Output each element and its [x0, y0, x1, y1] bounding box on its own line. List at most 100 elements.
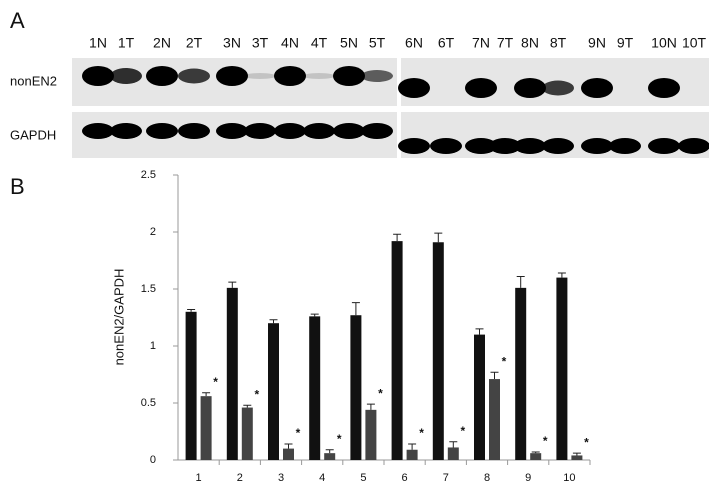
band [303, 73, 335, 79]
band [146, 66, 178, 86]
band [333, 66, 365, 86]
significance: * [254, 387, 259, 401]
x-tick-label: 6 [402, 472, 408, 484]
y-tick-label: 2 [150, 226, 156, 238]
error-bar [228, 282, 236, 288]
band [178, 123, 210, 139]
band [581, 78, 613, 98]
bar [283, 449, 294, 460]
lane-label: 4N [281, 35, 299, 51]
row-label: GAPDH [10, 127, 56, 142]
bar [515, 288, 526, 460]
band [110, 68, 142, 84]
y-tick-label: 1 [150, 340, 156, 352]
lane-label: 4T [311, 35, 328, 51]
lane-label: 5T [369, 35, 386, 51]
x-tick-label: 10 [563, 472, 575, 484]
band [398, 78, 430, 98]
bar [268, 323, 279, 460]
bar [324, 453, 335, 460]
band [398, 138, 430, 154]
error-bar [532, 452, 540, 453]
bar [350, 315, 361, 460]
lane-label: 3N [223, 35, 241, 51]
x-tick-label: 8 [484, 472, 490, 484]
error-bar [476, 329, 484, 335]
bar [242, 408, 253, 460]
x-tick-label: 3 [278, 472, 284, 484]
lane-label: 8N [521, 35, 539, 51]
band [465, 78, 497, 98]
error-bar [270, 320, 278, 323]
y-tick-label: 2.5 [141, 169, 156, 181]
lane-label: 7N [472, 35, 490, 51]
error-bar [449, 442, 457, 448]
lane-label: 1N [89, 35, 107, 51]
y-tick-label: 0.5 [141, 397, 156, 409]
lane-label: 6T [438, 35, 455, 51]
band [274, 66, 306, 86]
bar [365, 410, 376, 460]
significance: * [378, 386, 383, 400]
error-bar [243, 405, 251, 407]
bar [407, 450, 418, 460]
lane-label: 10N [651, 35, 677, 51]
lane-label: 9N [588, 35, 606, 51]
bar [571, 455, 582, 460]
error-bar [573, 453, 581, 455]
lane-label: 6N [405, 35, 423, 51]
x-tick-label: 7 [443, 472, 449, 484]
error-bar [434, 233, 442, 242]
x-tick-label: 1 [196, 472, 202, 484]
error-bar [326, 450, 334, 453]
significance: * [543, 434, 548, 448]
band [430, 138, 462, 154]
bar [309, 316, 320, 460]
band [678, 138, 709, 154]
band [82, 123, 114, 139]
error-bar [408, 444, 416, 450]
lane-label: 3T [252, 35, 269, 51]
band [216, 123, 248, 139]
significance: * [419, 426, 424, 440]
lane-label: 9T [617, 35, 634, 51]
band [82, 66, 114, 86]
panel-letter: A [10, 8, 25, 33]
band [361, 123, 393, 139]
y-axis-label: nonEN2/GAPDH [111, 269, 126, 366]
band [110, 123, 142, 139]
error-bar [491, 372, 499, 379]
lane-label: 8T [550, 35, 567, 51]
bar [186, 312, 197, 460]
band [648, 138, 680, 154]
x-tick-label: 5 [360, 472, 366, 484]
bar [227, 288, 238, 460]
figure: A B nonEN2 GAPDH nonEN2/GAPDH 1N1T2N2T3N… [0, 0, 709, 487]
significance: * [502, 354, 507, 368]
band [303, 123, 335, 139]
lane-label: 7T [497, 35, 514, 51]
error-bar [393, 234, 401, 241]
bar [556, 278, 567, 460]
band [178, 69, 210, 84]
bar [201, 396, 212, 460]
bar [530, 453, 541, 460]
band [514, 138, 546, 154]
band [609, 138, 641, 154]
band [361, 70, 393, 82]
band [333, 123, 365, 139]
band [542, 138, 574, 154]
band [216, 66, 248, 86]
y-tick-label: 1.5 [141, 283, 156, 295]
bar [489, 379, 500, 460]
band [514, 78, 546, 98]
lane-label: 2T [186, 35, 203, 51]
significance: * [296, 426, 301, 440]
bar [448, 447, 459, 460]
band [581, 138, 613, 154]
error-bar [187, 310, 195, 312]
lane-label: 10T [682, 35, 707, 51]
bar [433, 242, 444, 460]
lane-label: 2N [153, 35, 171, 51]
error-bar [202, 393, 210, 396]
